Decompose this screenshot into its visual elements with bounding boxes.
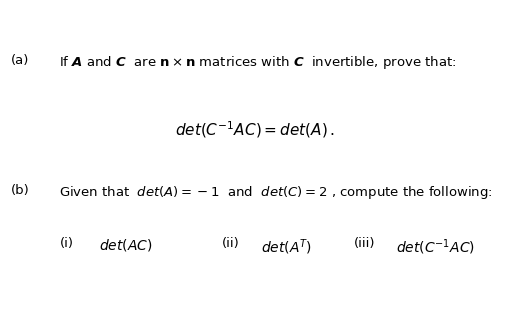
Text: (b): (b): [11, 184, 30, 197]
Text: (iii): (iii): [354, 237, 375, 250]
Text: If $\boldsymbol{A}$ and $\boldsymbol{C}$  are $\mathbf{n} \times \mathbf{n}$ mat: If $\boldsymbol{A}$ and $\boldsymbol{C}$…: [59, 54, 456, 71]
Text: $\it{det}(C^{-1}AC) = \it{det}(A)\,.$: $\it{det}(C^{-1}AC) = \it{det}(A)\,.$: [175, 119, 334, 140]
Text: (ii): (ii): [221, 237, 239, 250]
Text: (a): (a): [11, 54, 30, 67]
Text: (i): (i): [60, 237, 74, 250]
Text: Given that  $det(A) = -1$  and  $det(C) = 2$ , compute the following:: Given that $det(A) = -1$ and $det(C) = 2…: [59, 184, 492, 201]
Text: $det(AC)$: $det(AC)$: [99, 237, 153, 253]
Text: $det(A^{T})$: $det(A^{T})$: [261, 237, 312, 257]
Text: $det(C^{-1}AC)$: $det(C^{-1}AC)$: [396, 237, 475, 257]
